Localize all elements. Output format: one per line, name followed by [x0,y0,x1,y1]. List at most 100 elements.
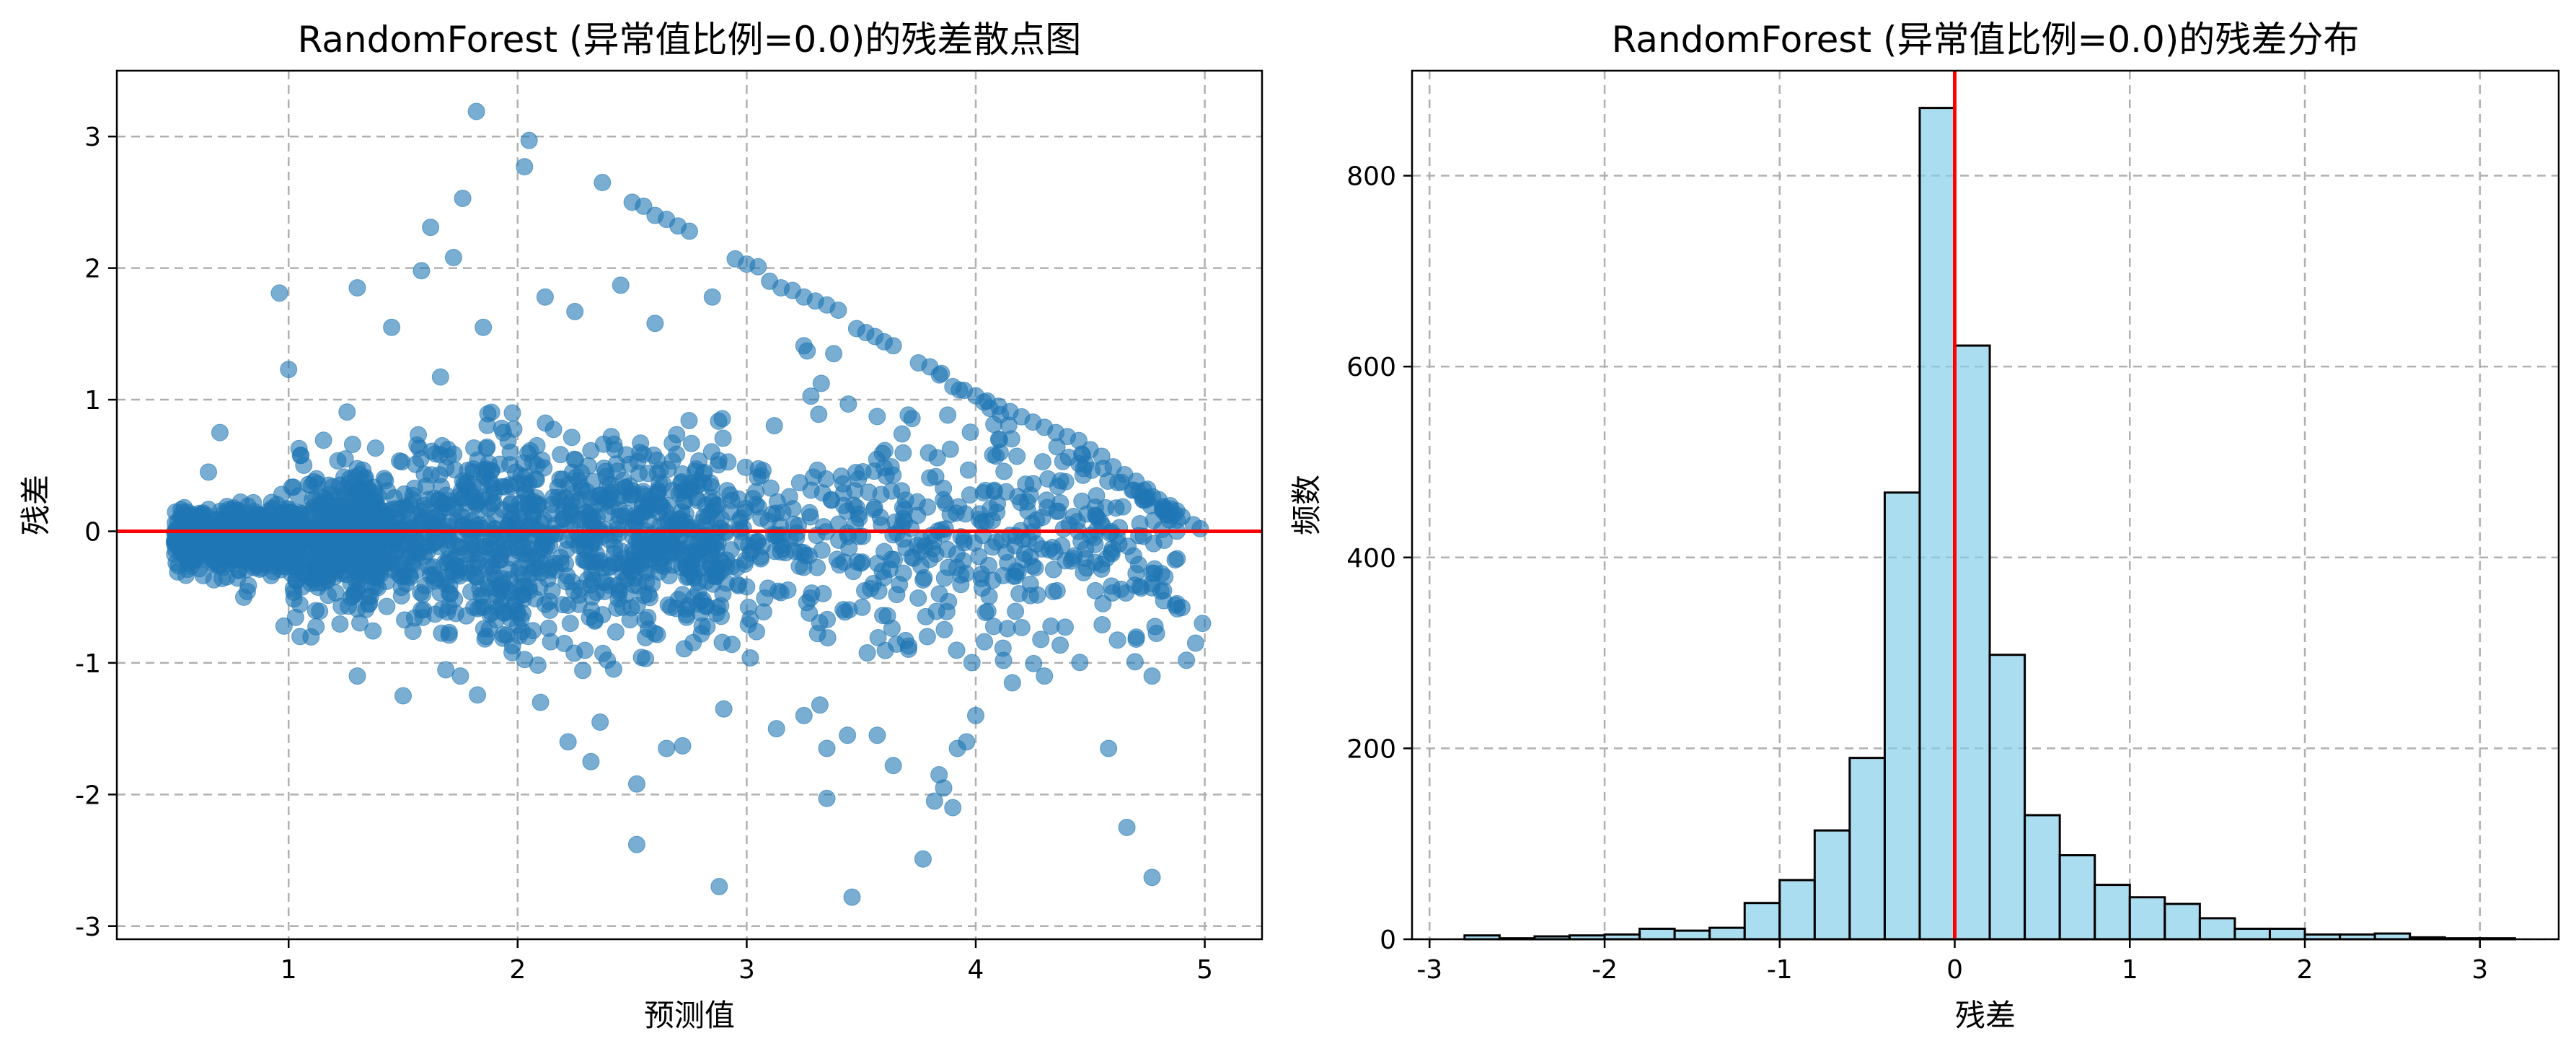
scatter-point [444,249,462,267]
scatter-point [608,599,626,618]
scatter-point [632,434,650,452]
scatter-point [1003,674,1021,692]
scatter-point [1098,550,1116,568]
scatter-point [291,628,309,646]
scatter-point [305,473,323,491]
scatter-point [811,614,829,632]
hist-y-tick-label: 600 [1346,353,1396,382]
scatter-point [1127,564,1145,582]
hist-x-tick-label: 1 [2122,955,2138,985]
scatter-point [662,598,680,616]
scatter-point [894,509,912,527]
scatter-point [487,524,505,542]
hist-x-tick-label: 3 [2471,955,2488,985]
scatter-point [1126,653,1144,671]
scatter-point [588,545,606,563]
scatter-point [483,475,501,493]
scatter-point [914,571,932,589]
scatter-point [932,364,950,382]
scatter-x-label: 预测值 [644,998,735,1033]
scatter-point [690,560,708,578]
scatter-point [364,622,382,640]
hist-bar [1883,491,1921,941]
scatter-point [520,475,538,493]
scatter-point [959,461,977,479]
scatter-point [651,497,669,515]
hist-bar [1778,879,1816,941]
scatter-point [1143,667,1161,685]
scatter-point [886,550,904,568]
scatter-point [485,550,503,568]
scatter-point [481,605,499,623]
scatter-point [925,792,943,810]
scatter-point [853,598,871,616]
scatter-point [693,513,711,531]
scatter-x-tick-label: 2 [509,955,526,985]
scatter-point [627,775,645,793]
scatter-point [1007,602,1025,620]
scatter-point [928,449,946,467]
hist-x-tick-label: -2 [1592,955,1618,985]
scatter-point [780,488,798,506]
scatter-point [707,496,725,514]
hist-bar [2198,917,2236,941]
scatter-point [630,465,648,483]
scatter-point [714,429,732,447]
scatter-point [319,567,338,585]
scatter-point [422,219,440,237]
scatter-point [802,387,820,405]
scatter-point [714,585,732,603]
scatter-point [909,506,927,524]
scatter-point [404,486,422,504]
scatter-point [1033,453,1051,471]
scatter-point [319,586,338,605]
scatter-point [415,496,433,514]
scatter-y-tick-label: 0 [84,517,101,547]
scatter-point [646,315,664,333]
scatter-point [257,514,275,532]
scatter-point [868,408,886,426]
scatter-point [1023,514,1041,532]
scatter-point [749,258,767,276]
scatter-point [211,502,229,520]
scatter-point [622,488,640,506]
scatter-point [535,459,553,477]
scatter-point [565,450,583,468]
scatter-point [1191,519,1209,537]
hist-y-ticks: 0 200 400 600 800 [1346,162,1412,955]
scatter-point [1013,619,1031,637]
hist-bar [2128,896,2166,941]
scatter-point [963,654,981,672]
scatter-point [753,537,771,555]
scatter-point [440,623,458,641]
scatter-point [594,644,612,662]
scatter-point [884,757,902,775]
scatter-point [554,510,572,528]
scatter-point [528,436,546,454]
scatter-point [488,579,506,597]
hist-y-tick-label: 400 [1346,544,1396,574]
scatter-point [366,439,384,457]
scatter-point [825,345,843,363]
scatter-point [935,620,953,638]
scatter-point [682,535,700,553]
scatter-point [576,641,594,659]
scatter-point [1143,869,1161,887]
scatter-point [874,607,892,625]
scatter-point [363,556,381,574]
scatter-point [810,405,828,423]
hist-y-label: 频数 [1289,475,1324,535]
scatter-point [1036,667,1054,685]
scatter-x-tick-label: 1 [281,955,297,985]
scatter-point [314,431,332,449]
scatter-point [979,602,997,620]
scatter-y-tick-label: -3 [75,913,101,942]
scatter-point [1048,581,1066,599]
scatter-point [502,494,520,512]
hist-y-tick-label: 800 [1346,162,1396,192]
scatter-point [1173,599,1191,617]
scatter-point [836,603,854,621]
hist-bar [1988,654,2026,941]
hist-bar [1673,929,1711,941]
scatter-point [503,637,521,655]
